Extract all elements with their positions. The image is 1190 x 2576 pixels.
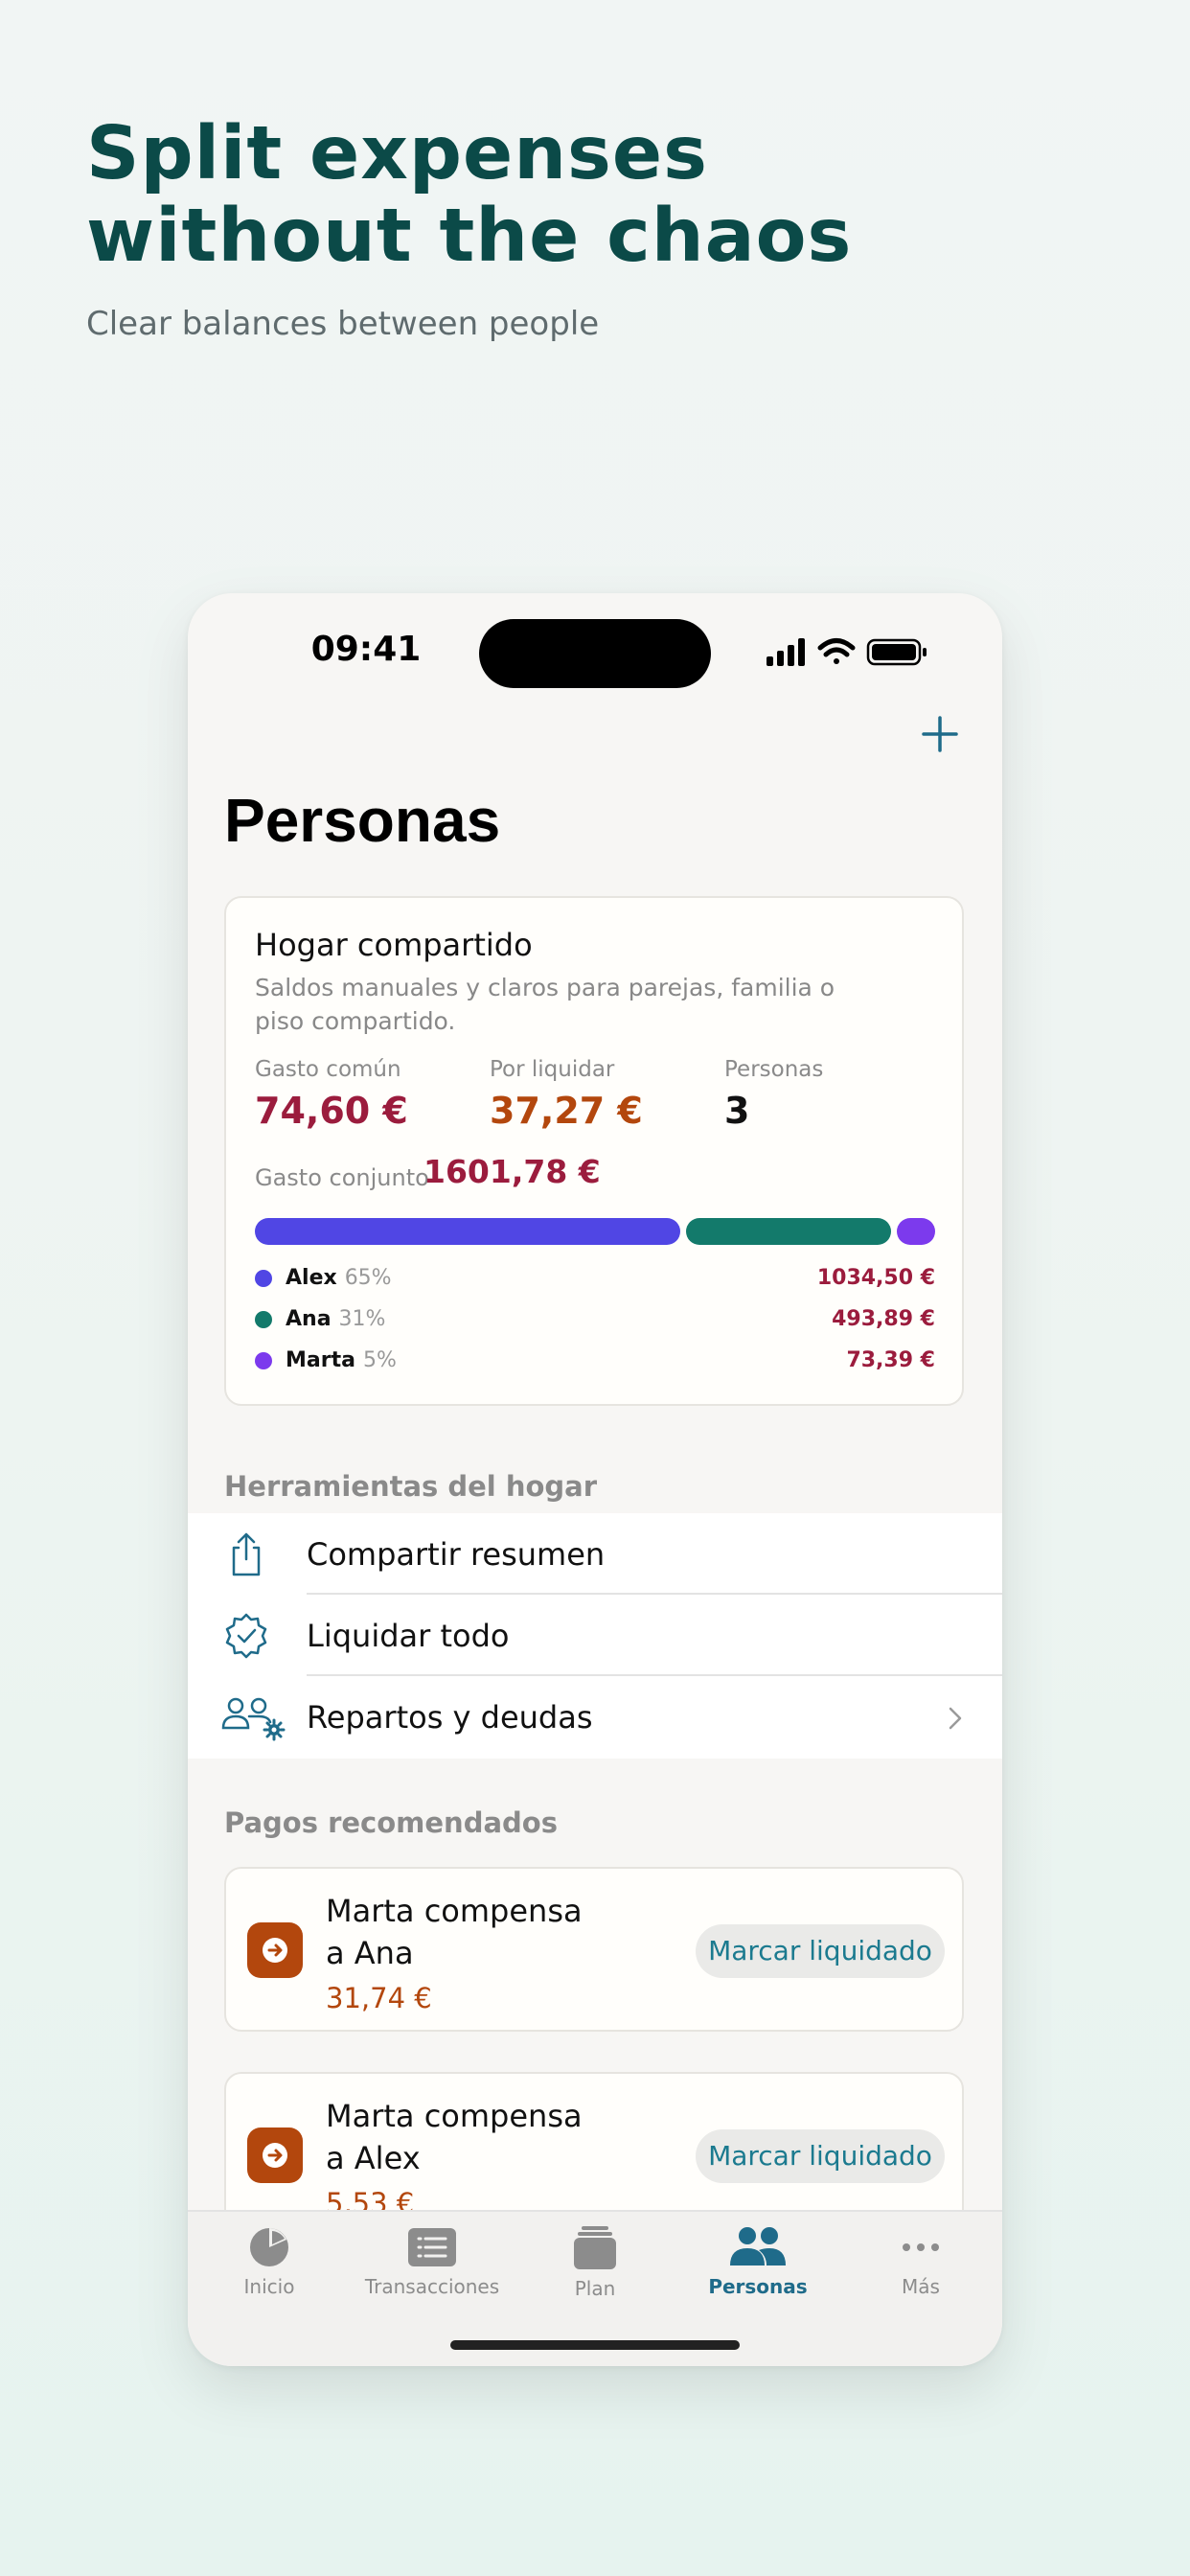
people-icon: [730, 2227, 786, 2266]
list-label: Repartos y deudas: [307, 1699, 593, 1736]
hero-title: Split expenses without the chaos: [86, 113, 852, 278]
stat-value: 74,60 €: [255, 1090, 408, 1132]
stat-label: Personas: [724, 1057, 824, 1082]
pie-chart-icon: [250, 2228, 288, 2266]
payments-header: Pagos recomendados: [224, 1806, 558, 1839]
separator: [307, 1674, 1002, 1676]
signal-icon: [767, 638, 805, 666]
mark-settled-button[interactable]: Marcar liquidado: [696, 2129, 945, 2183]
legend-name: Alex 65%: [286, 1266, 392, 1290]
people-settings-icon: [221, 1697, 286, 1741]
legend-percent: 5%: [362, 1348, 397, 1372]
legend-row-alex: Alex 65% 1034,50 €: [255, 1262, 935, 1295]
stat-label: Gasto común: [255, 1057, 401, 1082]
stat-common-expense: Gasto común 74,60 €: [255, 1057, 485, 1132]
household-description: Saldos manuales y claros para parejas, f…: [255, 974, 835, 1035]
list-label: Liquidar todo: [307, 1618, 510, 1654]
stat-people: Personas 3: [724, 1057, 954, 1132]
tab-bar: Inicio Transacciones Plan: [188, 2210, 1002, 2366]
hero-subtitle: Clear balances between people: [86, 305, 600, 343]
tab-label: Más: [902, 2275, 940, 2298]
tab-inicio[interactable]: Inicio: [188, 2220, 351, 2306]
payment-arrow-icon: [247, 2128, 303, 2183]
tools-list: Compartir resumen Liquidar todo Repartos…: [188, 1513, 1002, 1759]
page-title: Personas: [224, 786, 501, 855]
legend-row-ana: Ana 31% 493,89 €: [255, 1303, 935, 1336]
home-indicator: [450, 2340, 740, 2350]
household-title: Hogar compartido: [255, 927, 533, 963]
tab-personas[interactable]: Personas: [676, 2220, 839, 2306]
phone-screen: 09:41 Personas Hogar compartido Saldos m…: [188, 593, 1002, 2366]
legend-amount: 1034,50 €: [816, 1266, 935, 1290]
splits-and-debts-row[interactable]: Repartos y deudas: [188, 1676, 1002, 1758]
share-bar-ana: [685, 1218, 891, 1245]
list-label: Compartir resumen: [307, 1536, 606, 1573]
payment-amount: 31,74 €: [326, 1982, 432, 2014]
legend-name: Marta 5%: [286, 1348, 397, 1372]
legend-dot: [255, 1270, 272, 1287]
legend-name: Ana 31%: [286, 1307, 386, 1331]
battery-icon: [866, 638, 927, 666]
tab-label: Transacciones: [364, 2275, 500, 2298]
stack-icon: [574, 2226, 616, 2269]
tools-header: Herramientas del hogar: [224, 1470, 598, 1503]
legend-percent: 31%: [338, 1307, 386, 1331]
stat-value: 3: [724, 1090, 750, 1132]
share-bar-marta: [897, 1218, 935, 1245]
wifi-icon: [817, 638, 856, 664]
payment-card: Marta compensa a Alex 5,53 € Marcar liqui…: [224, 2072, 964, 2237]
payment-card: Marta compensa a Ana 31,74 € Marcar liqui…: [224, 1867, 964, 2032]
joint-expense-label: Gasto conjunto: [255, 1164, 429, 1191]
legend-percent: 65%: [344, 1266, 392, 1290]
legend-amount: 493,89 €: [832, 1307, 935, 1331]
tab-label: Personas: [708, 2275, 808, 2298]
mark-settled-button[interactable]: Marcar liquidado: [696, 1924, 945, 1978]
payment-arrow-icon: [247, 1922, 303, 1978]
stat-label: Por liquidar: [490, 1057, 615, 1082]
tab-label: Plan: [574, 2277, 616, 2300]
settle-all-row[interactable]: Liquidar todo: [188, 1595, 1002, 1676]
stat-value: 37,27 €: [490, 1090, 643, 1132]
household-card: Hogar compartido Saldos manuales y claro…: [224, 896, 964, 1406]
legend-dot: [255, 1352, 272, 1369]
tab-plan[interactable]: Plan: [514, 2220, 676, 2306]
legend-row-marta: Marta 5% 73,39 €: [255, 1345, 935, 1377]
share-icon: [232, 1532, 261, 1576]
chevron-right-icon: [949, 1707, 962, 1730]
more-icon: [903, 2243, 939, 2251]
joint-expense-value: 1601,78 €: [423, 1153, 601, 1190]
checkmark-seal-icon: [225, 1613, 267, 1659]
payment-title: Marta compensa a Alex: [326, 2098, 583, 2176]
add-person-button[interactable]: [916, 710, 964, 758]
separator: [307, 1593, 1002, 1595]
status-icons: [767, 638, 927, 666]
list-icon: [408, 2228, 456, 2266]
legend-amount: 73,39 €: [846, 1348, 935, 1372]
payment-title: Marta compensa a Ana: [326, 1893, 583, 1971]
hero-title-line2: without the chaos: [86, 194, 853, 279]
stat-pending: Por liquidar 37,27 €: [490, 1057, 720, 1132]
status-time: 09:41: [310, 630, 422, 669]
hero-title-line1: Split expenses: [86, 111, 708, 196]
tab-label: Inicio: [243, 2275, 295, 2298]
legend-dot: [255, 1311, 272, 1328]
share-summary-row[interactable]: Compartir resumen: [188, 1513, 1002, 1595]
tab-transacciones[interactable]: Transacciones: [351, 2220, 514, 2306]
tab-mas[interactable]: Más: [839, 2220, 1002, 2306]
dynamic-island: [479, 619, 711, 688]
share-bar-alex: [255, 1218, 680, 1245]
